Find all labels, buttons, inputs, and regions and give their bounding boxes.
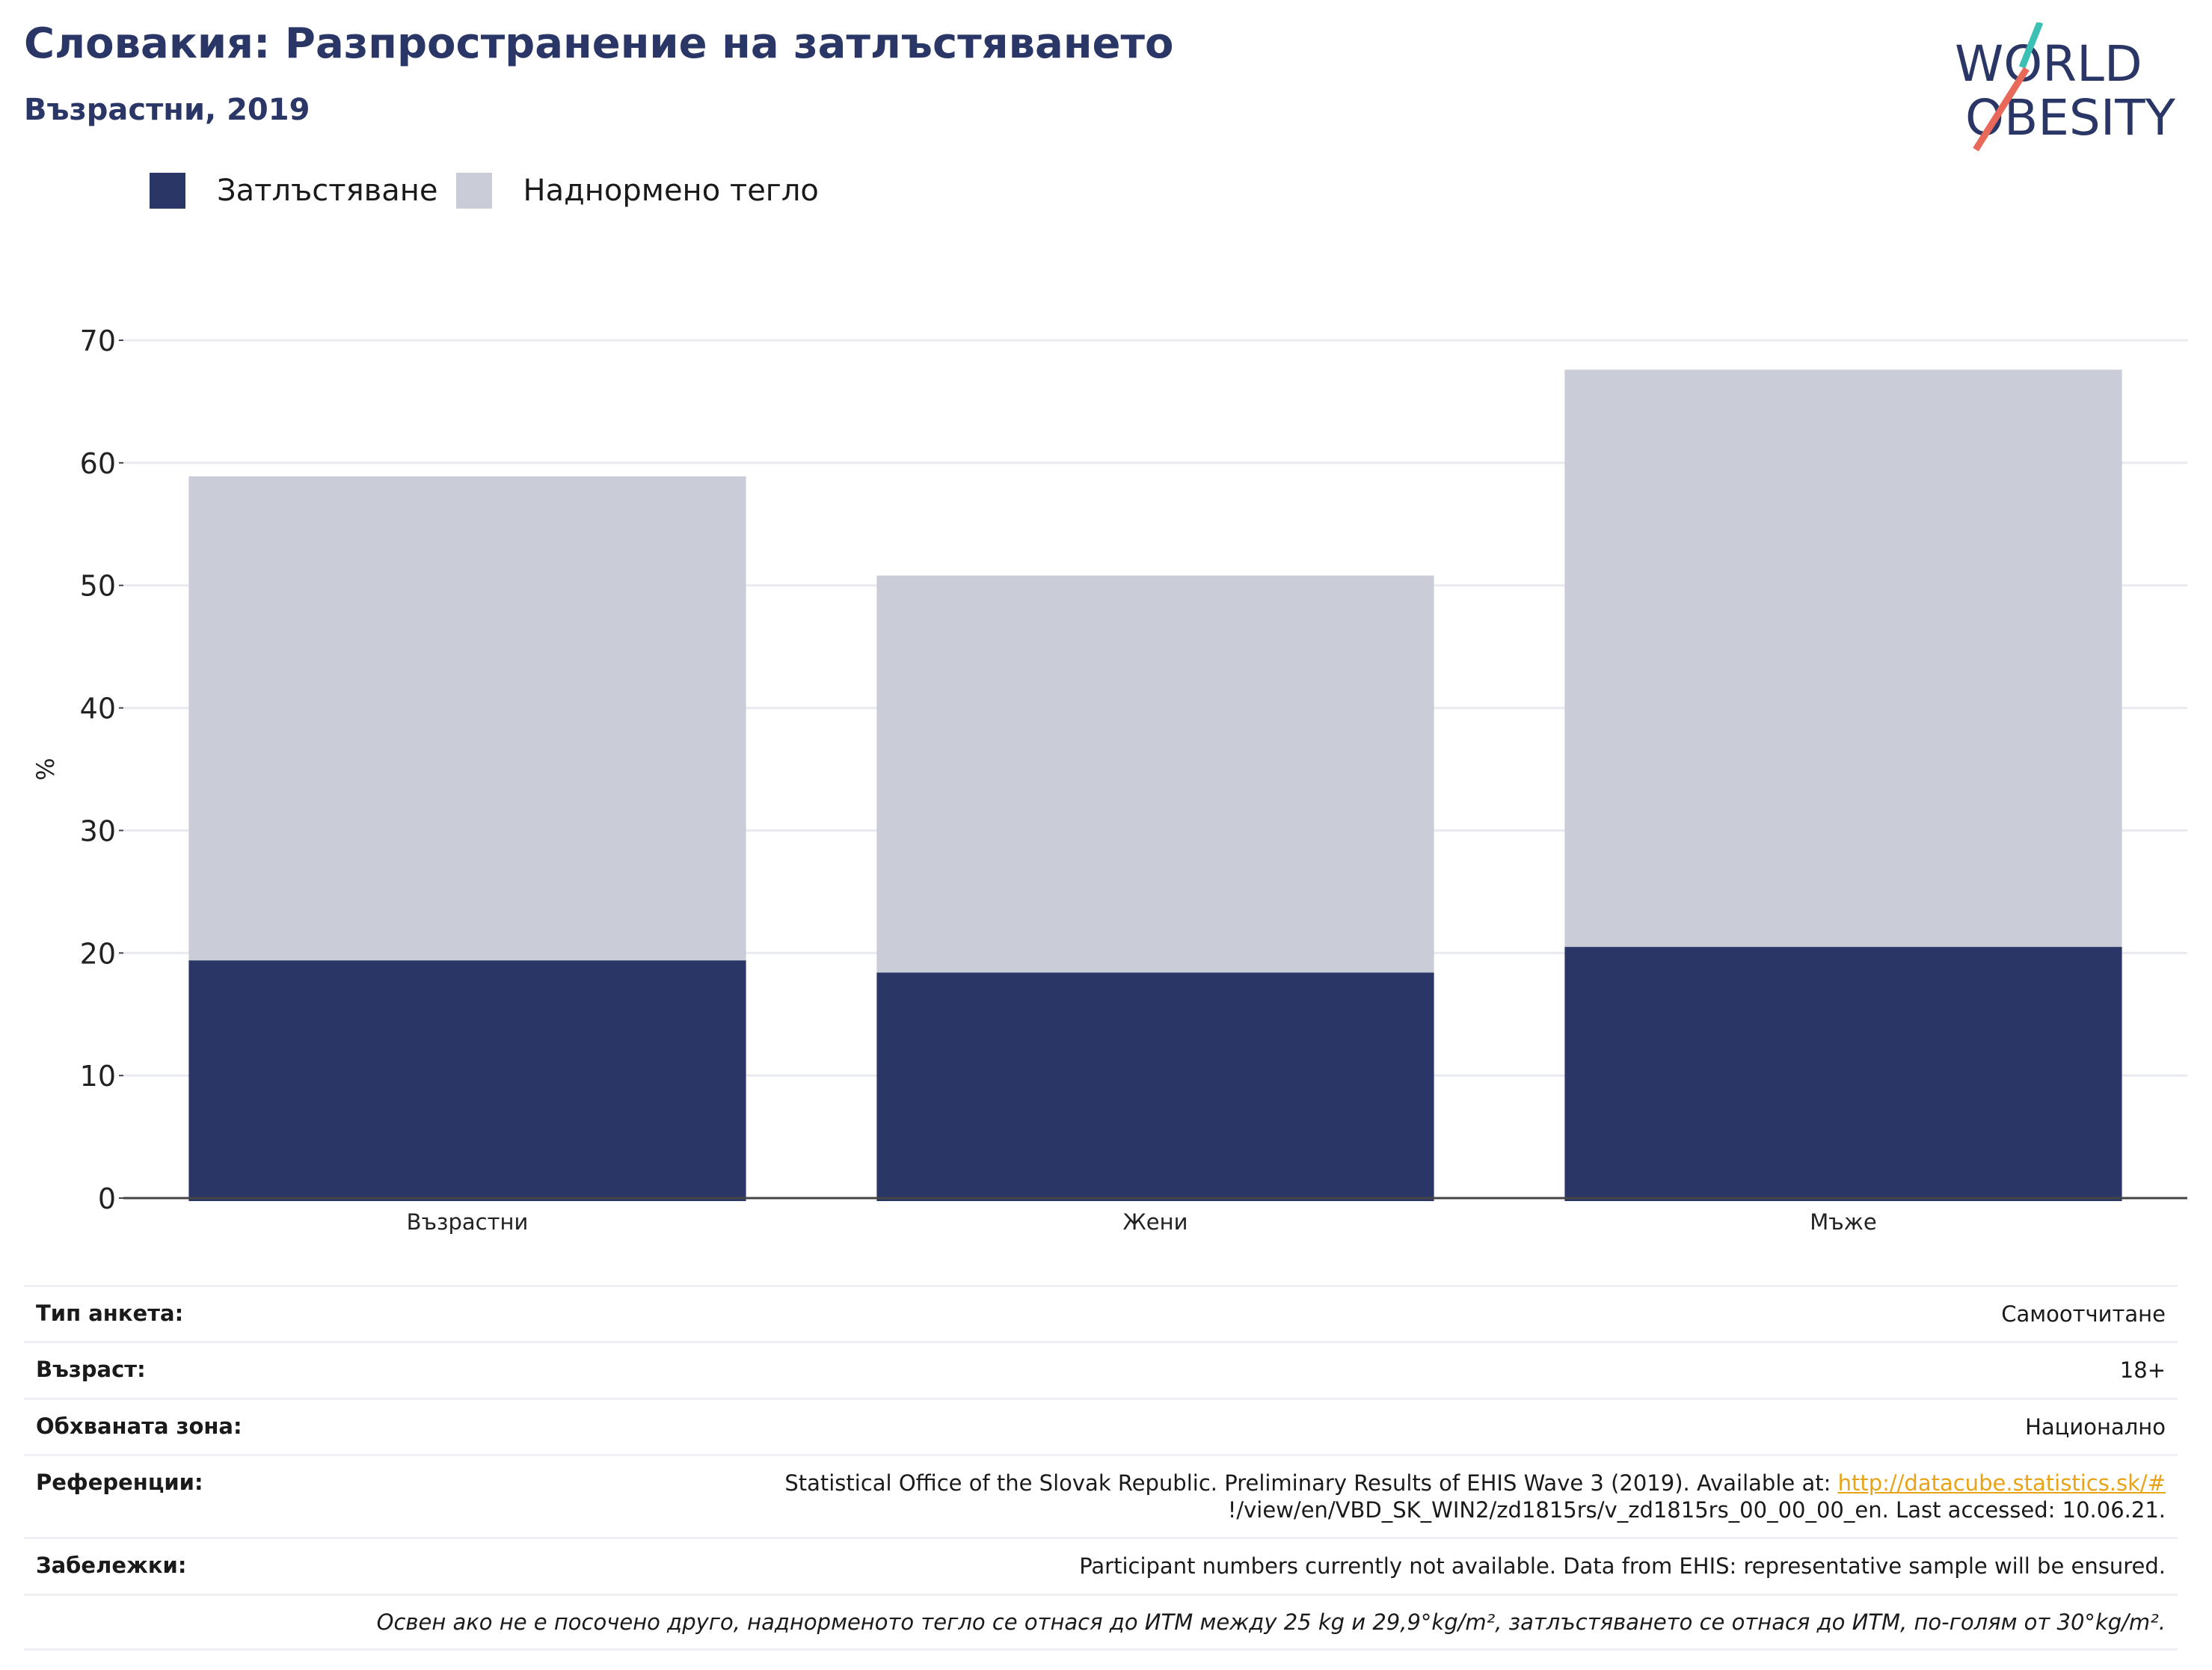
meta-label-references: Референции: <box>36 1469 203 1495</box>
meta-value-references: Statistical Office of the Slovak Republi… <box>784 1470 2166 1524</box>
bar-overweight <box>1564 369 2122 948</box>
reference-text: Statistical Office of the Slovak Republi… <box>784 1470 1838 1496</box>
y-axis-label: % <box>31 758 60 780</box>
bar-overweight <box>188 476 746 961</box>
legend-item-obesity: Затлъстяване <box>150 173 438 209</box>
meta-row-footnote: Освен ако не е посочено друго, наднормен… <box>24 1593 2178 1651</box>
meta-row-notes: Забележки: Participant numbers currently… <box>24 1537 2178 1593</box>
x-tick-label: Жени <box>1123 1209 1188 1235</box>
y-tick-label: 60 <box>80 447 116 480</box>
logo-teal-stroke <box>2018 22 2044 69</box>
meta-label-notes: Забележки: <box>36 1553 187 1579</box>
meta-value-notes: Participant numbers currently not availa… <box>1079 1553 2166 1580</box>
y-tick-label: 30 <box>80 814 116 847</box>
y-tick-label: 20 <box>80 937 116 970</box>
reference-text-cont: !/view/en/VBD_SK_WIN2/zd1815rs/v_zd1815r… <box>1227 1497 2166 1523</box>
bar-obesity <box>1564 947 2122 1201</box>
meta-label-survey-type: Тип анкета: <box>36 1301 184 1326</box>
meta-value-coverage: Национално <box>2025 1413 2166 1440</box>
legend-swatch-obesity <box>150 173 185 209</box>
meta-label-coverage: Обхваната зона: <box>36 1413 242 1439</box>
meta-row-age: Възраст: 18+ <box>24 1341 2178 1397</box>
svg-text:OBESITY: OBESITY <box>1965 89 2176 147</box>
bar-obesity <box>876 972 1434 1201</box>
x-tick-label: Мъже <box>1810 1209 1876 1235</box>
meta-row-coverage: Обхваната зона: Национално <box>24 1397 2178 1454</box>
y-tick-label: 0 <box>98 1182 116 1215</box>
reference-link[interactable]: http://datacube.statistics.sk/# <box>1837 1470 2166 1496</box>
chart-legend: Затлъстяване Наднормено тегло <box>150 172 837 209</box>
metadata-table: Тип анкета: Самоотчитане Възраст: 18+ Об… <box>24 1285 2178 1651</box>
bmi-footnote: Освен ако не е посочено друго, наднормен… <box>376 1609 2166 1635</box>
y-tick-label: 50 <box>80 570 116 603</box>
y-tick-label: 40 <box>80 693 116 725</box>
meta-value-survey-type: Самоотчитане <box>2001 1301 2166 1327</box>
legend-label-obesity: Затлъстяване <box>217 174 438 208</box>
chart-title: Словакия: Разпространение на затлъстяван… <box>24 19 1174 68</box>
legend-item-overweight: Наднормено тегло <box>455 173 819 209</box>
stacked-bar-chart: 0 10 20 30 40 50 60 70% Възрастни Жени Мъже <box>31 325 2187 1235</box>
legend-label-overweight: Наднормено тегло <box>523 174 819 208</box>
svg-text:WORLD: WORLD <box>1955 35 2142 93</box>
meta-value-age: 18+ <box>2119 1357 2166 1384</box>
bar-overweight <box>876 575 1434 973</box>
chart-subtitle: Възрастни, 2019 <box>24 93 310 127</box>
legend-swatch-overweight <box>455 173 492 209</box>
meta-row-references: Референции: Statistical Office of the Sl… <box>24 1453 2178 1538</box>
bar-obesity <box>188 960 746 1201</box>
meta-row-survey-type: Тип анкета: Самоотчитане <box>24 1285 2178 1341</box>
meta-label-age: Възраст: <box>36 1357 146 1383</box>
y-tick-label: 10 <box>80 1060 116 1093</box>
logo-coral-stroke <box>1973 67 2030 152</box>
x-tick-label: Възрастни <box>407 1209 529 1235</box>
world-obesity-logo: WORLD OBESITY <box>1955 22 2176 152</box>
y-tick-label: 70 <box>80 325 116 357</box>
